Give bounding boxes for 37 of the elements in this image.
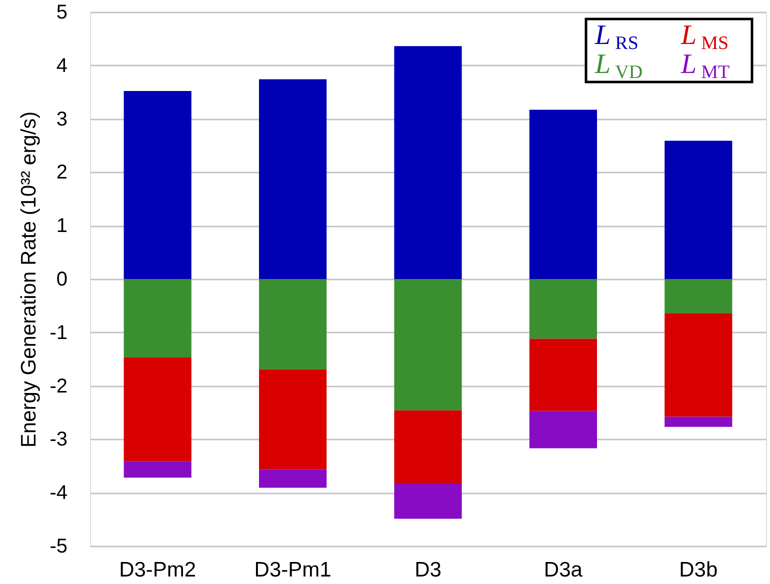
bar xyxy=(394,482,462,519)
bar xyxy=(394,46,462,279)
y-tick-label: -3 xyxy=(50,428,68,451)
bar xyxy=(394,279,462,410)
bar xyxy=(124,461,192,478)
y-tick-label: -5 xyxy=(50,536,68,558)
bar xyxy=(529,279,597,339)
bar xyxy=(529,410,597,448)
bar xyxy=(664,416,732,427)
x-tick-label: D3a xyxy=(544,558,583,582)
bar xyxy=(259,369,327,470)
bar xyxy=(664,313,732,417)
y-tick-label: -2 xyxy=(50,375,68,398)
x-tick-label: D3 xyxy=(414,558,442,582)
bar xyxy=(259,469,327,488)
y-tick-label: 4 xyxy=(56,54,68,77)
bar xyxy=(394,410,462,483)
x-tick-label: D3-Pm2 xyxy=(119,558,196,582)
bar xyxy=(664,140,732,279)
bar xyxy=(124,358,192,462)
y-tick-label: 5 xyxy=(56,2,68,24)
x-tick-label: D3b xyxy=(679,558,718,582)
bar xyxy=(664,279,732,314)
bar xyxy=(259,279,327,370)
y-tick-label: 1 xyxy=(56,215,68,238)
bar xyxy=(124,91,192,279)
y-tick-label: -1 xyxy=(50,322,68,344)
y-axis-title: Energy Generation Rate (10³² erg/s) xyxy=(18,111,41,448)
y-tick-label: -4 xyxy=(50,482,68,504)
bar xyxy=(529,110,597,279)
bar xyxy=(529,338,597,411)
y-tick-label: 2 xyxy=(56,162,68,184)
bar xyxy=(124,279,192,358)
bar xyxy=(259,79,327,279)
y-tick-label: 0 xyxy=(56,268,68,290)
y-tick-label: 3 xyxy=(56,108,68,130)
x-tick-label: D3-Pm1 xyxy=(254,558,332,582)
